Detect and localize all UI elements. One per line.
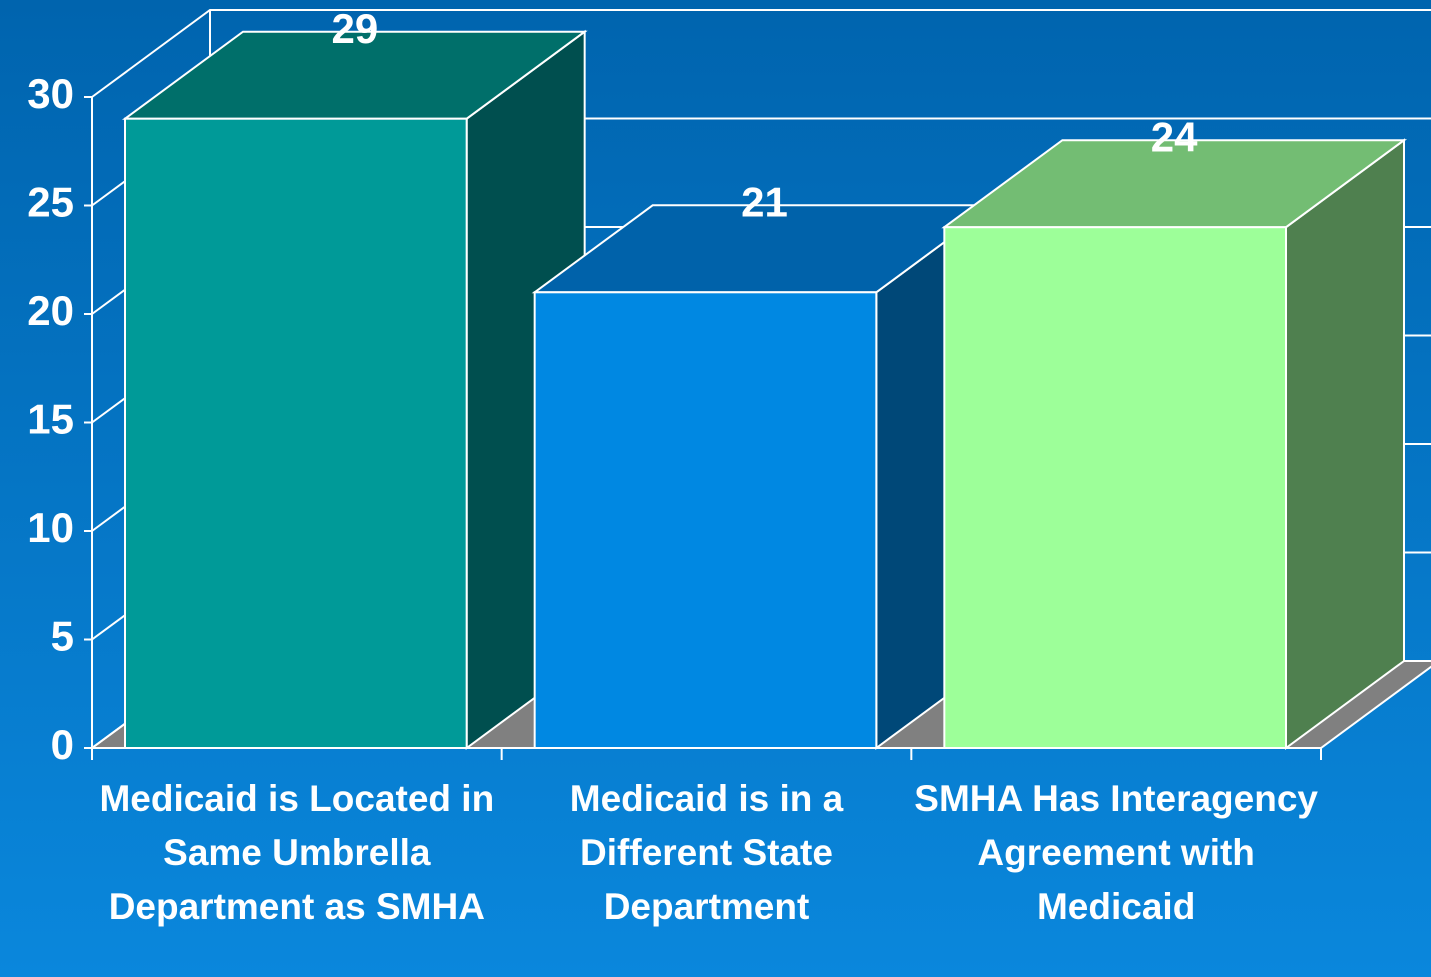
x-tick-label: SMHA Has Interagency Agreement with Medi… [914, 778, 1318, 927]
bar [124, 117, 468, 749]
y-tick-label: 10 [27, 504, 74, 551]
bar [533, 291, 878, 749]
x-tick-label: Medicaid is in a Different State Departm… [569, 778, 844, 927]
y-tick-label: 30 [27, 70, 74, 117]
y-tick-label: 20 [27, 287, 74, 334]
x-tick-label: Medicaid is Located in Same Umbrella Dep… [99, 778, 495, 927]
bar-side [1285, 138, 1405, 750]
value-label: 21 [741, 178, 788, 225]
value-label: 29 [331, 5, 378, 52]
value-label: 24 [1151, 113, 1198, 160]
y-tick-label: 5 [51, 613, 74, 660]
y-tick-label: 25 [27, 179, 74, 226]
y-tick-label: 0 [51, 721, 74, 768]
grid-line [91, 9, 1431, 98]
y-tick-label: 15 [27, 396, 74, 443]
bar [943, 226, 1287, 749]
